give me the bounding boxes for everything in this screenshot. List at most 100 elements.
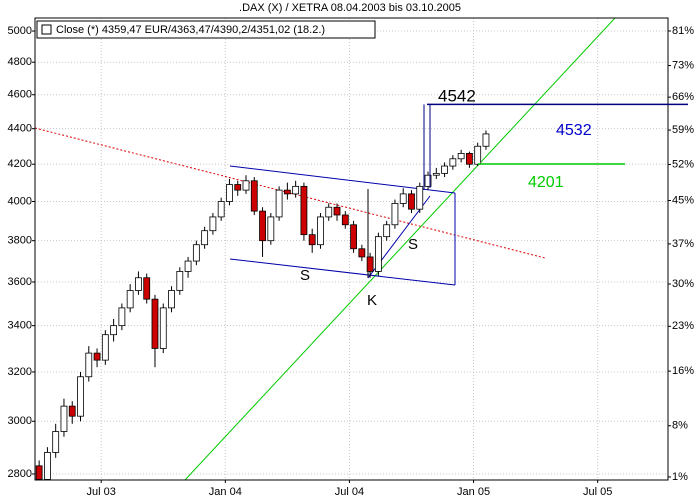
y2-tick-label: 23%	[672, 320, 694, 332]
candle-body	[259, 210, 266, 242]
x-tick-label: Jul 04	[335, 486, 364, 498]
y-tick-label: 5000	[8, 25, 32, 37]
candle-body	[242, 180, 250, 191]
candle-body	[226, 184, 233, 202]
annotation: K	[367, 292, 377, 309]
y-tick-label: 3000	[8, 415, 32, 427]
candle-body	[474, 145, 482, 165]
candle-body	[234, 184, 242, 191]
candle-body	[184, 260, 192, 272]
x-tick-label: Jul 03	[87, 486, 116, 498]
legend-text: Close (*) 4359,47 EUR/4363,47/4390,2/435…	[56, 24, 325, 36]
y2-tick-label: 73%	[672, 59, 694, 71]
y-tick-label: 4800	[8, 56, 32, 68]
candle-body	[416, 185, 424, 210]
y2-tick-label: 16%	[672, 365, 694, 377]
legend-box	[36, 20, 376, 39]
candle-body	[250, 180, 258, 212]
legend-swatch	[41, 24, 52, 35]
y-tick-label: 3800	[8, 235, 32, 247]
candle-body	[176, 271, 184, 291]
chart-title: .DAX (X) / XETRA 08.04.2003 bis 03.10.20…	[239, 2, 461, 14]
y-tick-label: 3400	[8, 320, 32, 332]
candle-body	[283, 189, 291, 195]
x-tick-label: Jan 04	[209, 486, 242, 498]
candle-body	[168, 290, 175, 309]
trend-line	[229, 258, 456, 286]
candle-body	[350, 224, 357, 250]
candle-body	[60, 405, 68, 432]
candle-body	[101, 334, 109, 361]
y-tick-label: 3600	[8, 276, 32, 288]
candle-body	[366, 256, 374, 272]
y2-tick-label: 59%	[672, 124, 694, 136]
reference-label: 4542	[438, 86, 476, 105]
candle-body	[209, 216, 217, 232]
y2-tick-label: 37%	[672, 238, 694, 250]
candle-body	[217, 201, 225, 218]
trend-line	[184, 18, 616, 480]
y2-tick-label: 81%	[672, 25, 694, 37]
candle-body	[374, 236, 382, 272]
candle-body	[118, 307, 126, 327]
candle-body	[482, 133, 490, 147]
x-tick-label: Jan 05	[457, 486, 490, 498]
candle-body	[432, 172, 440, 176]
candle-body	[317, 216, 324, 246]
candle-body	[275, 189, 283, 218]
candle-body	[135, 277, 142, 291]
candle-body	[341, 214, 349, 226]
candle-body	[333, 206, 341, 216]
candle-body	[267, 216, 275, 242]
annotation: S	[408, 236, 418, 253]
candle-body	[308, 234, 316, 246]
candle-body	[399, 193, 407, 204]
y2-tick-label: 8%	[672, 420, 688, 432]
y2-tick-label: 45%	[672, 194, 694, 206]
candle-body	[441, 165, 448, 174]
candle-body	[383, 224, 391, 238]
annotation: S	[300, 267, 310, 284]
x-tick-label: Jul 05	[583, 486, 612, 498]
y-tick-label: 2800	[8, 468, 32, 480]
candle-body	[300, 185, 308, 236]
candle-body	[77, 376, 84, 417]
y-tick-label: 4200	[8, 158, 32, 170]
candle-body	[466, 152, 473, 165]
annotation: 4532	[556, 122, 592, 139]
y-tick-label: 4000	[8, 195, 32, 207]
candle-body	[126, 290, 134, 309]
candle-body	[159, 307, 167, 349]
plot-area	[35, 18, 668, 480]
candle-body	[449, 158, 457, 167]
candle-body	[201, 230, 209, 246]
candle-body	[408, 193, 415, 210]
candle-body	[358, 248, 366, 258]
candle-body	[93, 352, 101, 361]
candle-body	[143, 277, 151, 300]
y-tick-label: 4400	[8, 123, 32, 135]
candle-body	[52, 431, 60, 453]
reference-label: 4201	[528, 174, 564, 191]
candle-body	[44, 452, 51, 480]
y2-tick-label: 66%	[672, 91, 694, 103]
candle-body	[325, 206, 333, 218]
candle-body	[68, 405, 76, 417]
y2-tick-label: 1%	[672, 471, 688, 483]
candle-body	[457, 152, 465, 160]
candle-body	[85, 352, 93, 378]
y2-tick-label: 52%	[672, 158, 694, 170]
candle-body	[292, 185, 300, 195]
candle-body	[424, 174, 432, 187]
candle-body	[151, 298, 159, 349]
y2-tick-label: 30%	[672, 278, 694, 290]
y-tick-label: 3200	[8, 366, 32, 378]
candle-body	[391, 203, 399, 226]
candle-body	[192, 244, 200, 262]
y-tick-label: 4600	[8, 89, 32, 101]
candle-body	[110, 325, 118, 336]
candle-body	[35, 465, 43, 480]
plot-frame	[34, 17, 669, 481]
